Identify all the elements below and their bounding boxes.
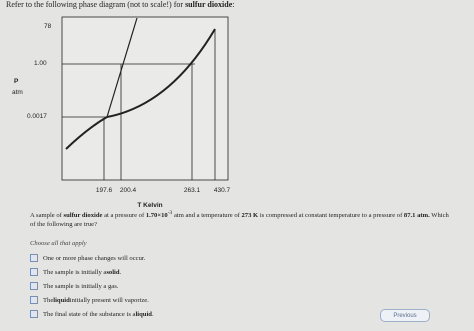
y-axis-label: atm bbox=[12, 89, 23, 96]
q-text: A sample of bbox=[30, 212, 64, 220]
x-label: 200.4 bbox=[120, 187, 137, 194]
x-axis-label: T Kelvin bbox=[137, 202, 162, 209]
checkbox[interactable] bbox=[30, 254, 38, 262]
y-label: 1.00 bbox=[34, 60, 47, 67]
option: The liquid initially present will vapori… bbox=[30, 296, 149, 304]
option-text: The bbox=[43, 296, 54, 304]
option-text: . bbox=[151, 310, 154, 318]
y-axis-label: P bbox=[14, 78, 19, 85]
option-text: The sample is initially a gas. bbox=[43, 282, 119, 290]
plot-frame bbox=[61, 16, 229, 181]
title-text: : bbox=[232, 0, 235, 9]
q-bold: 87.1 atm. bbox=[403, 212, 430, 220]
x-label: 197.6 bbox=[96, 187, 113, 194]
checkbox[interactable] bbox=[30, 296, 38, 304]
previous-button[interactable]: Previous bbox=[380, 309, 430, 322]
q-bold: 273 K bbox=[241, 212, 259, 220]
q-text: is compressed at constant temperature to… bbox=[258, 212, 404, 220]
option-text: The sample is initially a bbox=[43, 268, 107, 276]
x-label: 430.7 bbox=[214, 187, 231, 194]
title-text: Refer to the following phase diagram (no… bbox=[6, 0, 186, 9]
option-text: initially present will vaporize. bbox=[69, 296, 149, 304]
sublimation-curve bbox=[65, 116, 108, 150]
option-bold: liquid bbox=[135, 310, 152, 318]
title-bold: sulfur dioxide bbox=[185, 0, 233, 9]
option-text: The final state of the substance is a bbox=[43, 310, 136, 318]
option: The sample is initially a solid. bbox=[30, 268, 121, 276]
vaporization-curve bbox=[106, 28, 216, 118]
option-text: One or more phase changes will occur. bbox=[43, 254, 146, 262]
q-text: Which of the following are true? bbox=[30, 212, 449, 228]
option-bold: liquid bbox=[53, 296, 70, 304]
fusion-line bbox=[106, 17, 138, 118]
option-bold: solid bbox=[106, 268, 120, 276]
question: A sample of sulfur dioxide at a pressure… bbox=[30, 209, 455, 229]
option-text: . bbox=[119, 268, 122, 276]
y-label: 0.0017 bbox=[27, 113, 47, 120]
q-text: atm and a temperature of bbox=[172, 212, 242, 220]
option: The final state of the substance is a li… bbox=[30, 310, 154, 318]
x-label: 263.1 bbox=[184, 187, 201, 194]
phase-diagram: 78 1.00 0.0017 P atm 197.6 200.4 263.1 4… bbox=[12, 16, 231, 209]
option: One or more phase changes will occur. bbox=[30, 254, 145, 262]
checkbox[interactable] bbox=[30, 282, 38, 290]
title: Refer to the following phase diagram (no… bbox=[6, 0, 235, 9]
q-sup: -3 bbox=[167, 210, 173, 216]
instruction: Choose all that apply bbox=[30, 240, 87, 247]
q-text: at a pressure of bbox=[102, 212, 146, 220]
button-label: Previous bbox=[393, 312, 417, 319]
q-bold: sulfur dioxide bbox=[63, 212, 103, 220]
y-label: 78 bbox=[44, 23, 52, 30]
option: The sample is initially a gas. bbox=[30, 282, 118, 290]
q-bold: 1.70×10 bbox=[145, 212, 168, 220]
checkbox[interactable] bbox=[30, 310, 38, 318]
checkbox[interactable] bbox=[30, 268, 38, 276]
